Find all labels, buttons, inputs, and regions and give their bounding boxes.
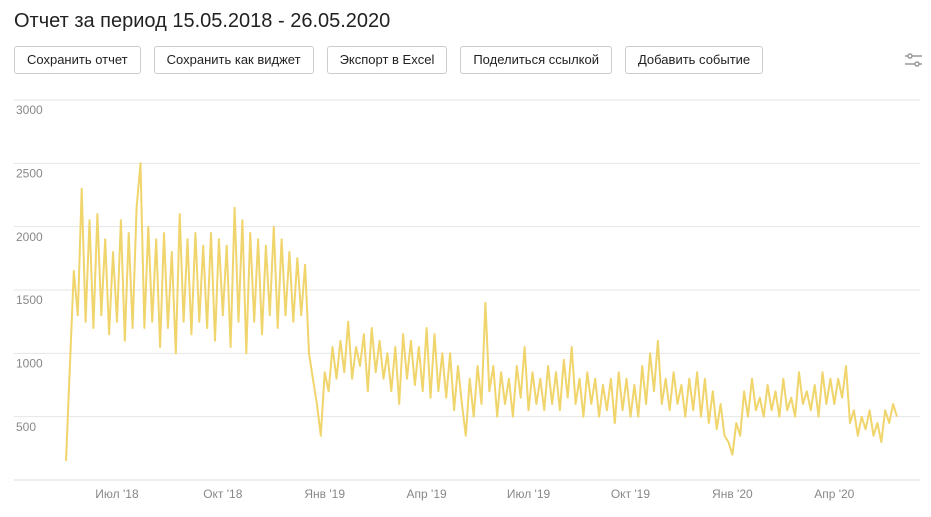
y-tick-label: 2000 (16, 230, 43, 244)
button[interactable]: Добавить событие (624, 46, 764, 74)
button[interactable]: Поделиться ссылкой (460, 46, 612, 74)
y-tick-label: 2500 (16, 167, 43, 181)
x-tick-label: Июл '18 (95, 487, 139, 501)
x-tick-label: Апр '19 (407, 487, 447, 501)
y-tick-label: 1500 (16, 293, 43, 307)
data-line (65, 162, 898, 462)
x-tick-label: Июл '19 (507, 487, 551, 501)
x-tick-label: Янв '20 (712, 487, 753, 501)
y-tick-label: 500 (16, 420, 36, 434)
button[interactable]: Сохранить как виджет (153, 46, 314, 74)
button[interactable]: Экспорт в Excel (326, 46, 448, 74)
y-tick-label: 3000 (16, 103, 43, 117)
x-tick-label: Янв '19 (304, 487, 345, 501)
toolbar: Сохранить отчет Сохранить как виджет Экспо… (14, 46, 776, 74)
y-tick-label: 1000 (16, 357, 43, 371)
x-tick-label: Окт '19 (611, 487, 651, 501)
button[interactable]: Сохранить отчет (14, 46, 141, 74)
x-tick-label: Окт '18 (203, 487, 243, 501)
report-title: Отчет за период 15.05.2018 - 26.05.2020 (14, 10, 391, 32)
settings-icon[interactable] (905, 53, 922, 67)
x-tick-label: Апр '20 (814, 487, 854, 501)
